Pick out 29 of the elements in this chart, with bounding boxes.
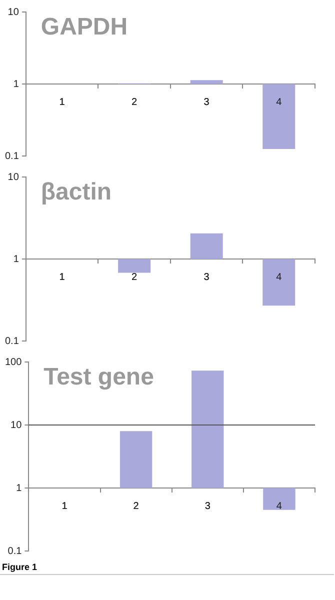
y-tick-label: 10 — [8, 172, 20, 183]
x-tick-label: 3 — [204, 272, 210, 283]
x-tick-label: 4 — [276, 96, 282, 108]
caption: Figure 1 — [0, 560, 334, 575]
y-tick-label: 0.1 — [8, 546, 22, 557]
y-tick-label: 1 — [16, 482, 22, 494]
y-tick-label: 0.1 — [4, 150, 20, 162]
y-tick-label: 0.1 — [4, 336, 20, 347]
x-tick-label: 2 — [132, 96, 138, 108]
x-tick-label: 1 — [59, 272, 66, 283]
chart-title: βactin — [40, 178, 112, 206]
x-tick-label: 4 — [276, 500, 282, 512]
bar — [263, 488, 296, 510]
x-tick-label: 3 — [204, 500, 211, 512]
chart-title: GAPDH — [40, 14, 128, 41]
x-tick-label: 1 — [59, 96, 66, 108]
x-tick-label: 4 — [276, 272, 282, 283]
x-tick-label: 2 — [132, 272, 138, 283]
y-tick-label: 1 — [13, 254, 20, 265]
bar — [120, 431, 152, 488]
x-tick-label: 2 — [133, 500, 140, 512]
chart-title: Test gene — [44, 364, 154, 391]
x-tick-label: 3 — [204, 96, 210, 108]
y-tick-label: 1 — [13, 78, 20, 90]
y-tick-label: 100 — [4, 356, 22, 368]
x-tick-label: 1 — [62, 500, 68, 512]
y-tick-label: 10 — [10, 420, 22, 431]
bar — [192, 370, 224, 488]
y-tick-label: 10 — [8, 6, 20, 18]
